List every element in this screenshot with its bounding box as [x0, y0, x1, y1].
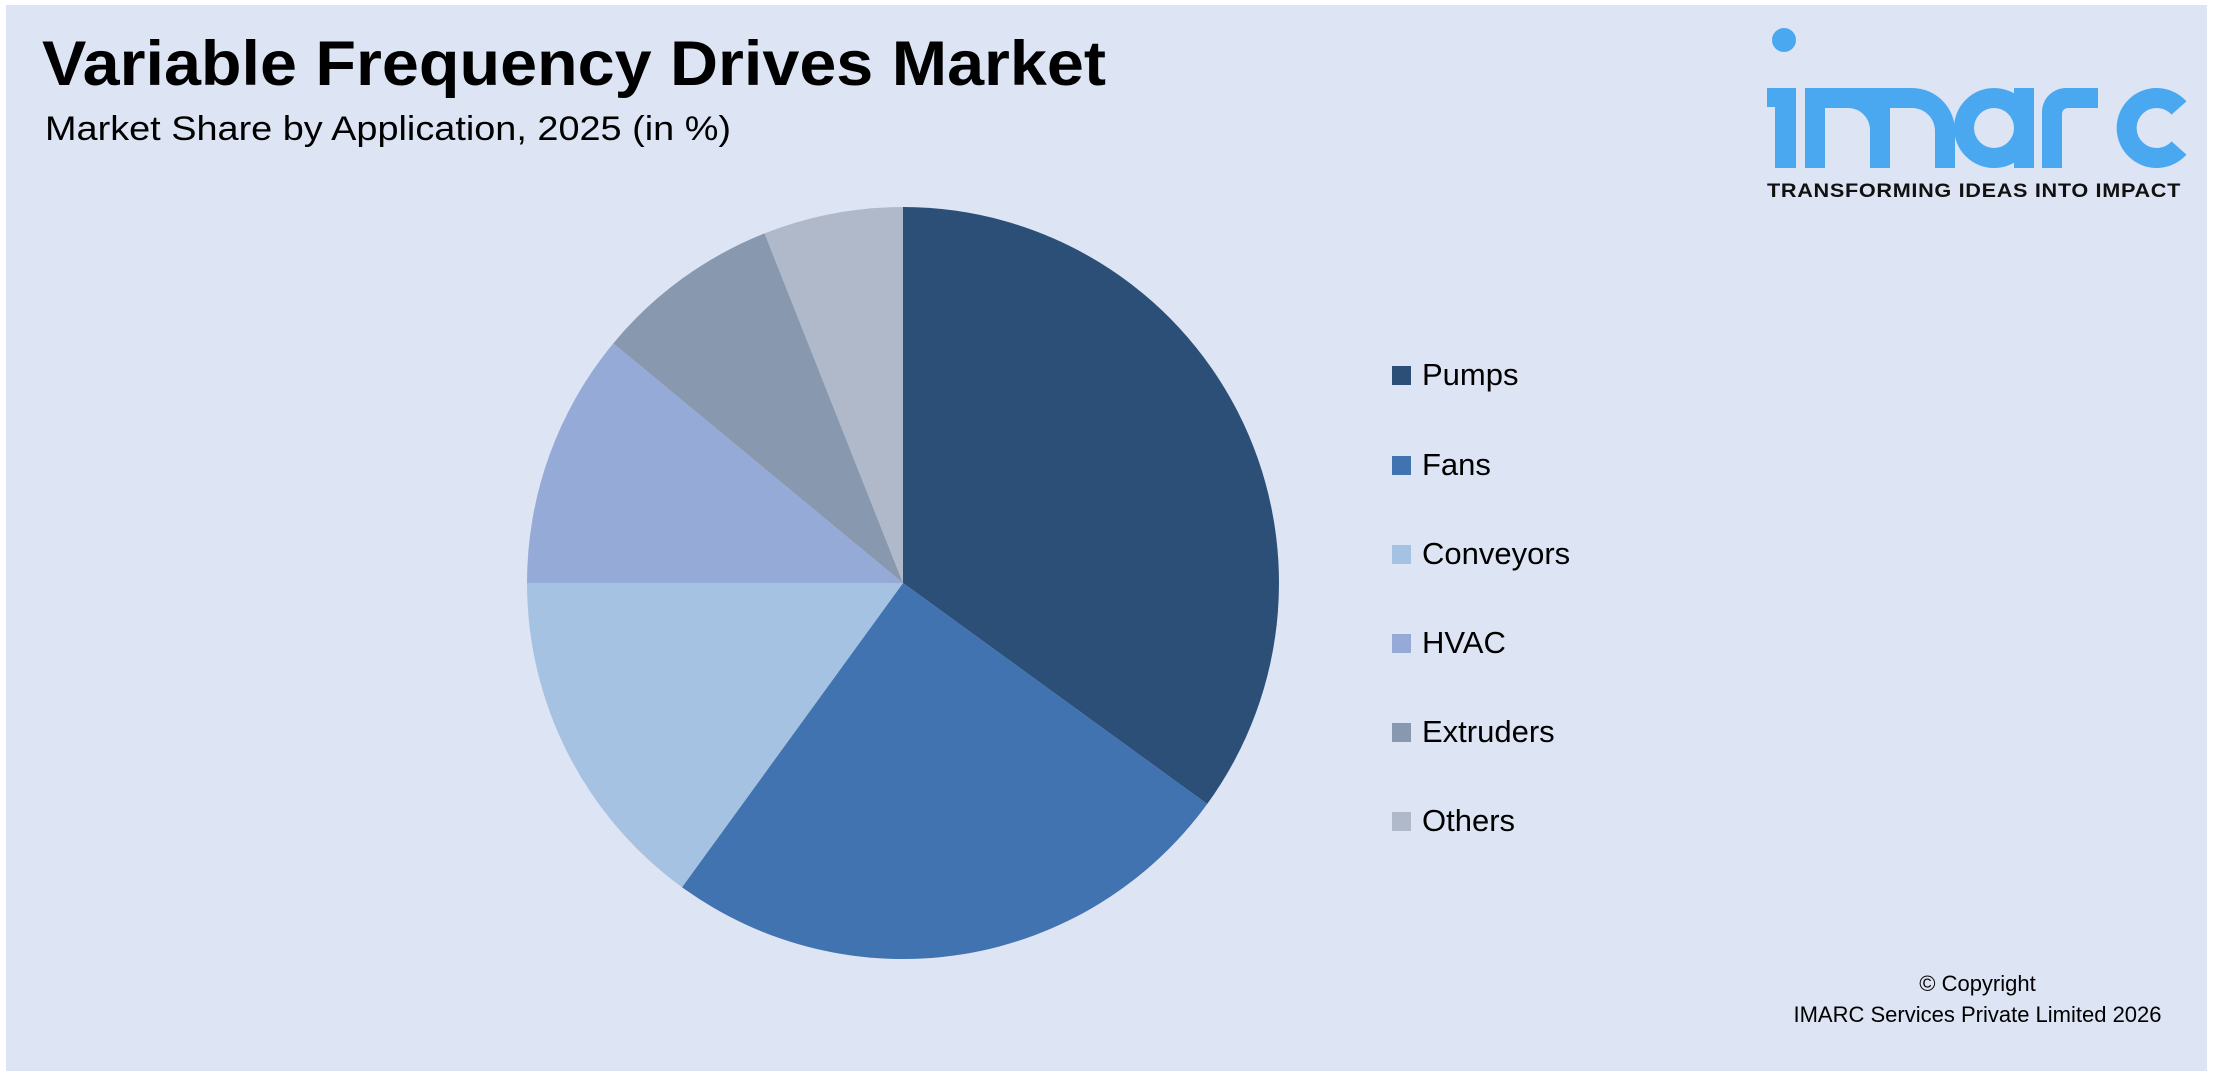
company-line: IMARC Services Private Limited 2026 — [1793, 1002, 2162, 1027]
logo-m-arch — [1825, 88, 1890, 168]
logo-a-stem — [2014, 88, 2034, 168]
pie-slice-extruders[interactable]: Extruders: 8% — [613, 233, 903, 583]
legend-label: Others — [1422, 803, 1516, 838]
legend-swatch-icon — [1392, 723, 1411, 742]
pie-slice-fans[interactable]: Fans: 25% — [681, 583, 1208, 960]
pie-slice-others[interactable]: Others: 6% — [764, 207, 903, 583]
logo-i-dot — [1772, 28, 1796, 52]
pie-slice-conveyors[interactable]: Conveyors: 15% — [527, 583, 903, 888]
logo-i-stem — [1775, 88, 1796, 168]
logo-tagline: TRANSFORMING IDEAS INTO IMPACT — [1767, 180, 2181, 202]
logo-i-serif — [1767, 88, 1781, 107]
imarc-logo — [1767, 28, 2187, 168]
chart-title: Variable Frequency Drives Market — [42, 29, 1106, 99]
legend-label: HVAC — [1422, 625, 1506, 660]
legend-label: Fans — [1422, 447, 1491, 482]
legend-swatch-icon — [1392, 812, 1411, 831]
copyright-footer: © Copyright IMARC Services Private Limit… — [1777, 968, 2178, 1030]
logo-r — [2042, 88, 2098, 168]
pie-slice-pumps[interactable]: Pumps: 35% — [903, 207, 1280, 805]
legend-swatch-icon — [1392, 634, 1411, 653]
copyright-line: © Copyright — [1919, 971, 2036, 996]
legend-label: Extruders — [1422, 714, 1555, 749]
legend-label: Pumps — [1422, 357, 1519, 392]
legend-label: Conveyors — [1422, 536, 1571, 571]
chart-subtitle: Market Share by Application, 2025 (in %) — [45, 110, 731, 148]
legend-swatch-icon — [1392, 545, 1411, 564]
logo-c — [2116, 88, 2187, 168]
legend-swatch-icon — [1392, 366, 1411, 385]
legend-swatch-icon — [1392, 456, 1411, 475]
pie-slice-hvac[interactable]: HVAC: 11% — [527, 343, 903, 583]
